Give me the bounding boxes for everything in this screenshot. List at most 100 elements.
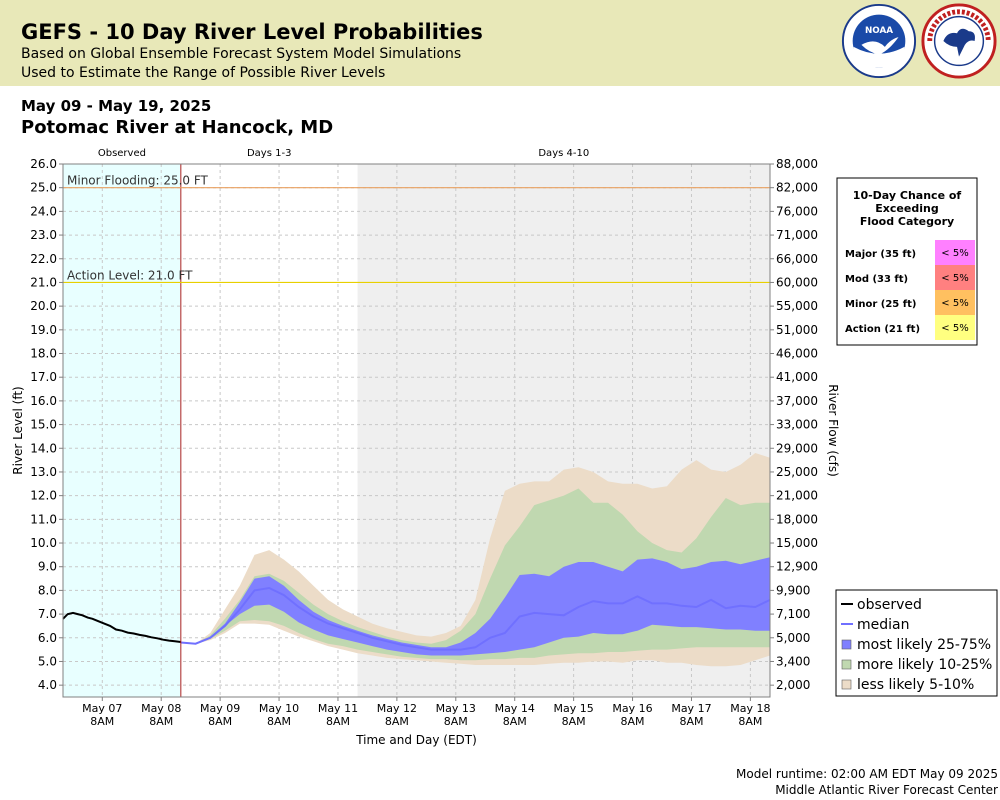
page-subtitle-1: Based on Global Ensemble Forecast System… [21,46,462,62]
legend-swatch [841,639,852,650]
legend-label: observed [857,597,922,613]
y2-tick-label: 25,000 [776,465,818,479]
y2-tick-label: 5,000 [776,631,810,645]
legend-label: more likely 10-25% [857,657,992,673]
y2-tick-label: 60,000 [776,275,818,289]
noaa-logo[interactable]: NOAA [840,2,918,80]
date-range: May 09 - May 19, 2025 [21,97,212,115]
model-runtime: Model runtime: 02:00 AM EDT May 09 2025 [736,767,998,781]
x-tick-label: May 14 [495,702,535,715]
nws-logo[interactable] [920,2,998,80]
y-tick-label: 18.0 [30,347,57,361]
flood-row-swatch [935,265,975,290]
x-tick-label: 8AM [90,715,114,728]
flood-table-title: 10-Day Chance of [853,189,962,202]
x-tick-label: 8AM [267,715,291,728]
y2-tick-label: 12,900 [776,560,818,574]
y-tick-label: 23.0 [30,228,57,242]
y2-tick-label: 33,000 [776,418,818,432]
y-tick-label: 24.0 [30,204,57,218]
y2-tick-label: 3,400 [776,654,810,668]
x-tick-label: May 13 [436,702,476,715]
river-level-chart: Minor Flooding: 25.0 FT Action Level: 21.… [11,148,998,747]
x-tick-label: May 10 [259,702,299,715]
flood-table-title: Flood Category [860,215,954,228]
legend-label: most likely 25-75% [857,637,991,653]
observed-period-shade [63,164,181,697]
x-tick-label: May 18 [730,702,770,715]
x-tick-label: 8AM [562,715,586,728]
page-subtitle-2: Used to Estimate the Range of Possible R… [21,65,386,81]
y-tick-label: 19.0 [30,323,57,337]
flood-row-value: < 5% [941,323,968,334]
y-tick-label: 17.0 [30,370,57,384]
y-tick-label: 11.0 [30,512,57,526]
location-title: Potomac River at Hancock, MD [21,117,334,138]
y2-tick-label: 76,000 [776,204,818,218]
y2-axis-title: River Flow (cfs) [826,384,840,477]
band-25-75 [180,557,771,656]
flood-row-label: Action (21 ft) [845,324,920,335]
y2-tick-label: 18,000 [776,512,818,526]
page-title: GEFS - 10 Day River Level Probabilities [21,20,483,44]
x-tick-label: 8AM [385,715,409,728]
threshold-label: Minor Flooding: 25.0 FT [67,174,209,188]
y-tick-label: 15.0 [30,418,57,432]
y-tick-label: 12.0 [30,489,57,503]
x-tick-label: May 07 [82,702,122,715]
y-tick-label: 9.0 [38,560,57,574]
header-bar: GEFS - 10 Day River Level Probabilities … [0,0,1000,86]
flood-row-swatch [935,290,975,315]
x-tick-label: 8AM [621,715,645,728]
x-tick-label: 8AM [326,715,350,728]
y2-tick-label: 66,000 [776,252,818,266]
x-tick-label: May 17 [671,702,711,715]
y2-tick-label: 55,000 [776,299,818,313]
plot-border [62,163,771,698]
y2-tick-label: 88,000 [776,157,818,171]
flood-row-swatch [935,315,975,340]
flood-row-value: < 5% [941,298,968,309]
x-tick-label: 8AM [503,715,527,728]
y2-tick-label: 71,000 [776,228,818,242]
forecast-center: Middle Atlantic River Forecast Center [775,783,998,797]
x-tick-label: May 15 [554,702,594,715]
observed-line [62,611,181,643]
y-tick-label: 14.0 [30,441,57,455]
legend-label: median [857,617,909,633]
y2-tick-label: 37,000 [776,394,818,408]
flood-row-swatch [935,240,975,265]
y-tick-label: 25.0 [30,181,57,195]
x-tick-label: May 11 [318,702,358,715]
x-tick-label: 8AM [738,715,762,728]
y2-tick-label: 29,000 [776,441,818,455]
flood-row-label: Minor (25 ft) [845,299,916,310]
y-tick-label: 21.0 [30,275,57,289]
y2-tick-label: 7,100 [776,607,810,621]
legend-swatch [841,679,852,690]
x-tick-label: 8AM [149,715,173,728]
x-tick-label: May 16 [612,702,652,715]
y-tick-label: 4.0 [38,678,57,692]
y2-tick-label: 2,000 [776,678,810,692]
x-tick-label: May 12 [377,702,417,715]
y-tick-label: 7.0 [38,607,57,621]
x-tick-label: May 08 [141,702,181,715]
flood-row-value: < 5% [941,248,968,259]
y-tick-label: 20.0 [30,299,57,313]
flood-row-label: Major (35 ft) [845,249,916,260]
svg-text:NOAA: NOAA [865,26,893,36]
y2-tick-label: 9,900 [776,583,810,597]
y-tick-label: 6.0 [38,631,57,645]
x-tick-label: 8AM [679,715,703,728]
median-line [180,586,771,651]
flood-table-title: Exceeding [875,202,938,215]
y2-tick-label: 51,000 [776,323,818,337]
y-tick-label: 22.0 [30,252,57,266]
period-label: Days 1-3 [247,148,291,159]
y2-tick-label: 15,000 [776,536,818,550]
x-axis-title: Time and Day (EDT) [355,733,477,747]
y-tick-label: 10.0 [30,536,57,550]
flood-row-value: < 5% [941,273,968,284]
y-tick-label: 5.0 [38,654,57,668]
